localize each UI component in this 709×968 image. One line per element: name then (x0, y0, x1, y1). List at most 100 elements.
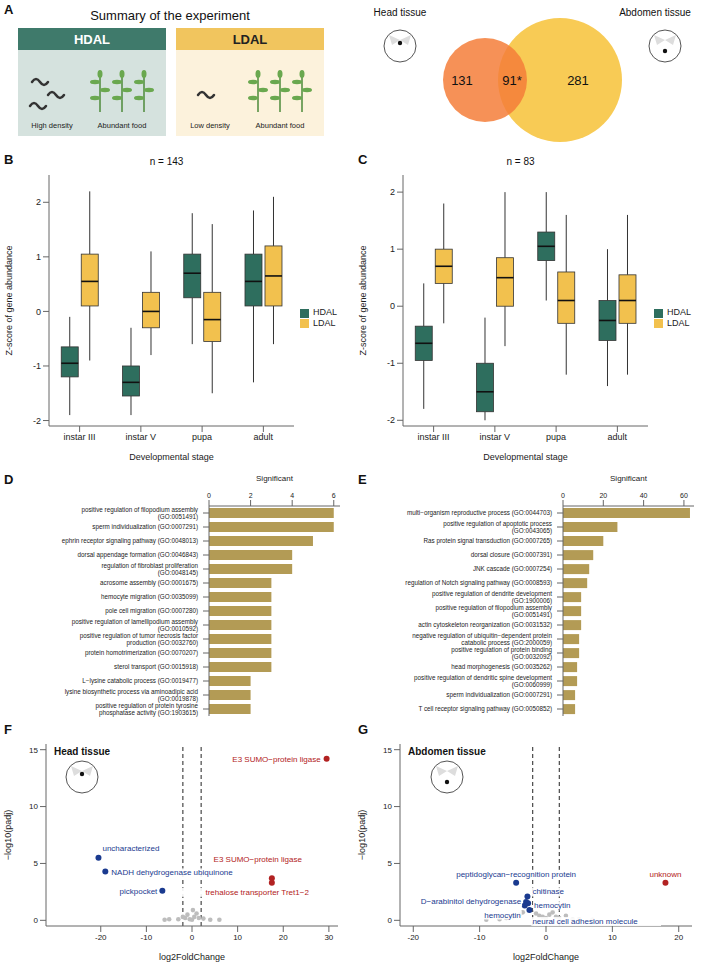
svg-text:A: A (4, 2, 14, 17)
svg-text:5: 5 (388, 859, 393, 868)
svg-text:uncharacterized: uncharacterized (102, 844, 159, 853)
svg-text:hemocytin: hemocytin (484, 911, 520, 920)
svg-text:instar V: instar V (126, 432, 157, 442)
svg-text:-1: -1 (387, 358, 395, 368)
svg-text:15: 15 (29, 746, 38, 755)
svg-text:dorsal appendage formation (GO: dorsal appendage formation (GO:0046843) (78, 551, 198, 559)
svg-text:adult: adult (608, 432, 628, 442)
svg-text:Z-score of gene abundance: Z-score of gene abundance (358, 245, 368, 355)
svg-text:positive regulation of filopod: positive regulation of filopodium assemb… (435, 604, 552, 619)
svg-text:positive regulation of protein: positive regulation of protein binding(G… (451, 646, 552, 661)
svg-text:-20: -20 (407, 933, 419, 942)
svg-text:log2FoldChange: log2FoldChange (159, 952, 225, 962)
svg-text:sperm individualization (GO:00: sperm individualization (GO:0007291) (92, 523, 198, 531)
svg-text:positive regulation of dendrit: positive regulation of dendritic spine d… (414, 674, 552, 689)
svg-text:unknown: unknown (649, 870, 681, 879)
svg-text:131: 131 (451, 73, 473, 88)
svg-text:20: 20 (599, 492, 607, 499)
svg-text:LDAL: LDAL (233, 32, 268, 47)
svg-text:Developmental stage: Developmental stage (483, 452, 568, 462)
svg-text:JNK cascade (GO:0007254): JNK cascade (GO:0007254) (473, 565, 552, 573)
svg-text:Abdomen tissue: Abdomen tissue (619, 7, 691, 18)
svg-text:-10: -10 (474, 933, 486, 942)
svg-text:Ras protein signal transductio: Ras protein signal transduction (GO:0007… (424, 537, 552, 545)
svg-text:0: 0 (388, 916, 393, 925)
svg-text:T cell receptor signaling path: T cell receptor signaling pathway (GO:00… (418, 705, 552, 713)
svg-text:281: 281 (567, 73, 589, 88)
svg-text:10: 10 (29, 802, 38, 811)
svg-text:Head tissue: Head tissue (374, 7, 427, 18)
svg-text:positive regulation of lamelli: positive regulation of lamellipodium ass… (72, 618, 199, 633)
svg-text:NADH dehydrogenase ubiquinone: NADH dehydrogenase ubiquinone (111, 868, 233, 877)
svg-text:-10: -10 (141, 933, 153, 942)
svg-text:L−lysine catabolic process (GO: L−lysine catabolic process (GO:0019477) (82, 677, 198, 685)
svg-text:pole cell migration (GO:000728: pole cell migration (GO:0007280) (105, 607, 198, 615)
svg-text:positive regulation of tumor n: positive regulation of tumor necrosis fa… (80, 632, 198, 647)
svg-text:0: 0 (544, 933, 549, 942)
svg-text:−log10(padj): −log10(padj) (3, 810, 13, 860)
svg-text:positive regulation of filopod: positive regulation of filopodium assemb… (81, 506, 198, 521)
svg-text:Abundant food: Abundant food (98, 121, 147, 130)
svg-text:pickpocket: pickpocket (120, 887, 159, 896)
svg-text:acrosome assembly (GO:0001675): acrosome assembly (GO:0001675) (100, 579, 198, 587)
svg-text:protein homotrimerization (GO:: protein homotrimerization (GO:0070207) (85, 649, 198, 657)
svg-text:-2: -2 (387, 415, 395, 425)
svg-text:instar III: instar III (418, 432, 450, 442)
svg-text:peptidoglycan−recognition prot: peptidoglycan−recognition protein (456, 870, 576, 879)
svg-text:hemocyte migration (GO:0035099: hemocyte migration (GO:0035099) (101, 593, 198, 601)
svg-text:1: 1 (390, 244, 395, 254)
svg-text:4: 4 (290, 492, 294, 499)
svg-text:ephrin receptor signaling path: ephrin receptor signaling pathway (GO:00… (62, 537, 198, 545)
svg-text:20: 20 (674, 933, 683, 942)
svg-text:Low density: Low density (190, 121, 230, 130)
svg-text:20: 20 (279, 933, 288, 942)
svg-text:15: 15 (383, 746, 392, 755)
svg-text:positive regulation of apoptot: positive regulation of apoptotic process… (443, 520, 552, 535)
svg-text:30: 30 (324, 933, 333, 942)
svg-text:actin cytoskeleton reorganizat: actin cytoskeleton reorganization (GO:00… (418, 621, 552, 629)
svg-text:0: 0 (190, 933, 195, 942)
svg-text:instar III: instar III (64, 432, 96, 442)
svg-text:instar V: instar V (480, 432, 511, 442)
svg-text:positive regulation of dendrit: positive regulation of dendrite developm… (432, 590, 552, 605)
svg-text:E3 SUMO−protein ligase: E3 SUMO−protein ligase (214, 855, 303, 864)
svg-text:pupa: pupa (546, 432, 566, 442)
svg-text:hemocytin: hemocytin (534, 901, 570, 910)
svg-text:0: 0 (34, 916, 39, 925)
svg-text:adult: adult (254, 432, 274, 442)
svg-text:regulation of Notch signaling: regulation of Notch signaling pathway (G… (405, 579, 552, 587)
svg-text:-20: -20 (95, 933, 107, 942)
svg-text:5: 5 (34, 859, 39, 868)
svg-text:regulation of fibroblast proli: regulation of fibroblast proliferation(G… (101, 562, 198, 577)
svg-text:10: 10 (233, 933, 242, 942)
svg-text:Abundant food: Abundant food (256, 121, 305, 130)
svg-text:0: 0 (390, 301, 395, 311)
svg-text:2: 2 (249, 492, 253, 499)
svg-text:0: 0 (207, 492, 211, 499)
svg-text:−log10(padj): −log10(padj) (357, 810, 367, 860)
svg-text:0: 0 (36, 307, 41, 317)
svg-text:D−arabinitol dehydrogenase: D−arabinitol dehydrogenase (421, 897, 522, 906)
svg-text:multi−organism reproductive pr: multi−organism reproductive process (GO:… (407, 509, 552, 517)
svg-text:91*: 91* (502, 73, 522, 88)
svg-text:2: 2 (390, 187, 395, 197)
svg-text:Summary of the experiment: Summary of the experiment (90, 8, 250, 23)
svg-text:sperm individualization (GO:00: sperm individualization (GO:0007291) (446, 691, 552, 699)
svg-text:1: 1 (36, 252, 41, 262)
svg-text:High density: High density (31, 121, 73, 130)
svg-text:-1: -1 (33, 361, 41, 371)
svg-text:trehalose transporter Tret1−2: trehalose transporter Tret1−2 (205, 888, 309, 897)
svg-text:sterol transport (GO:0015918): sterol transport (GO:0015918) (114, 663, 198, 671)
svg-text:2: 2 (36, 197, 41, 207)
svg-text:pupa: pupa (192, 432, 212, 442)
svg-text:lysine biosynthetic process vi: lysine biosynthetic process via aminoadi… (65, 688, 199, 703)
svg-text:chitinase: chitinase (532, 887, 564, 896)
svg-text:dorsal closure (GO:0007391): dorsal closure (GO:0007391) (471, 551, 552, 559)
svg-text:60: 60 (680, 492, 688, 499)
svg-text:HDAL: HDAL (74, 32, 110, 47)
svg-text:positive regulation of protein: positive regulation of protein tyrosinep… (95, 702, 198, 717)
svg-text:6: 6 (332, 492, 336, 499)
svg-text:E3 SUMO−protein ligase: E3 SUMO−protein ligase (232, 755, 321, 764)
svg-text:Z-score of gene abundance: Z-score of gene abundance (4, 245, 14, 355)
svg-text:40: 40 (640, 492, 648, 499)
